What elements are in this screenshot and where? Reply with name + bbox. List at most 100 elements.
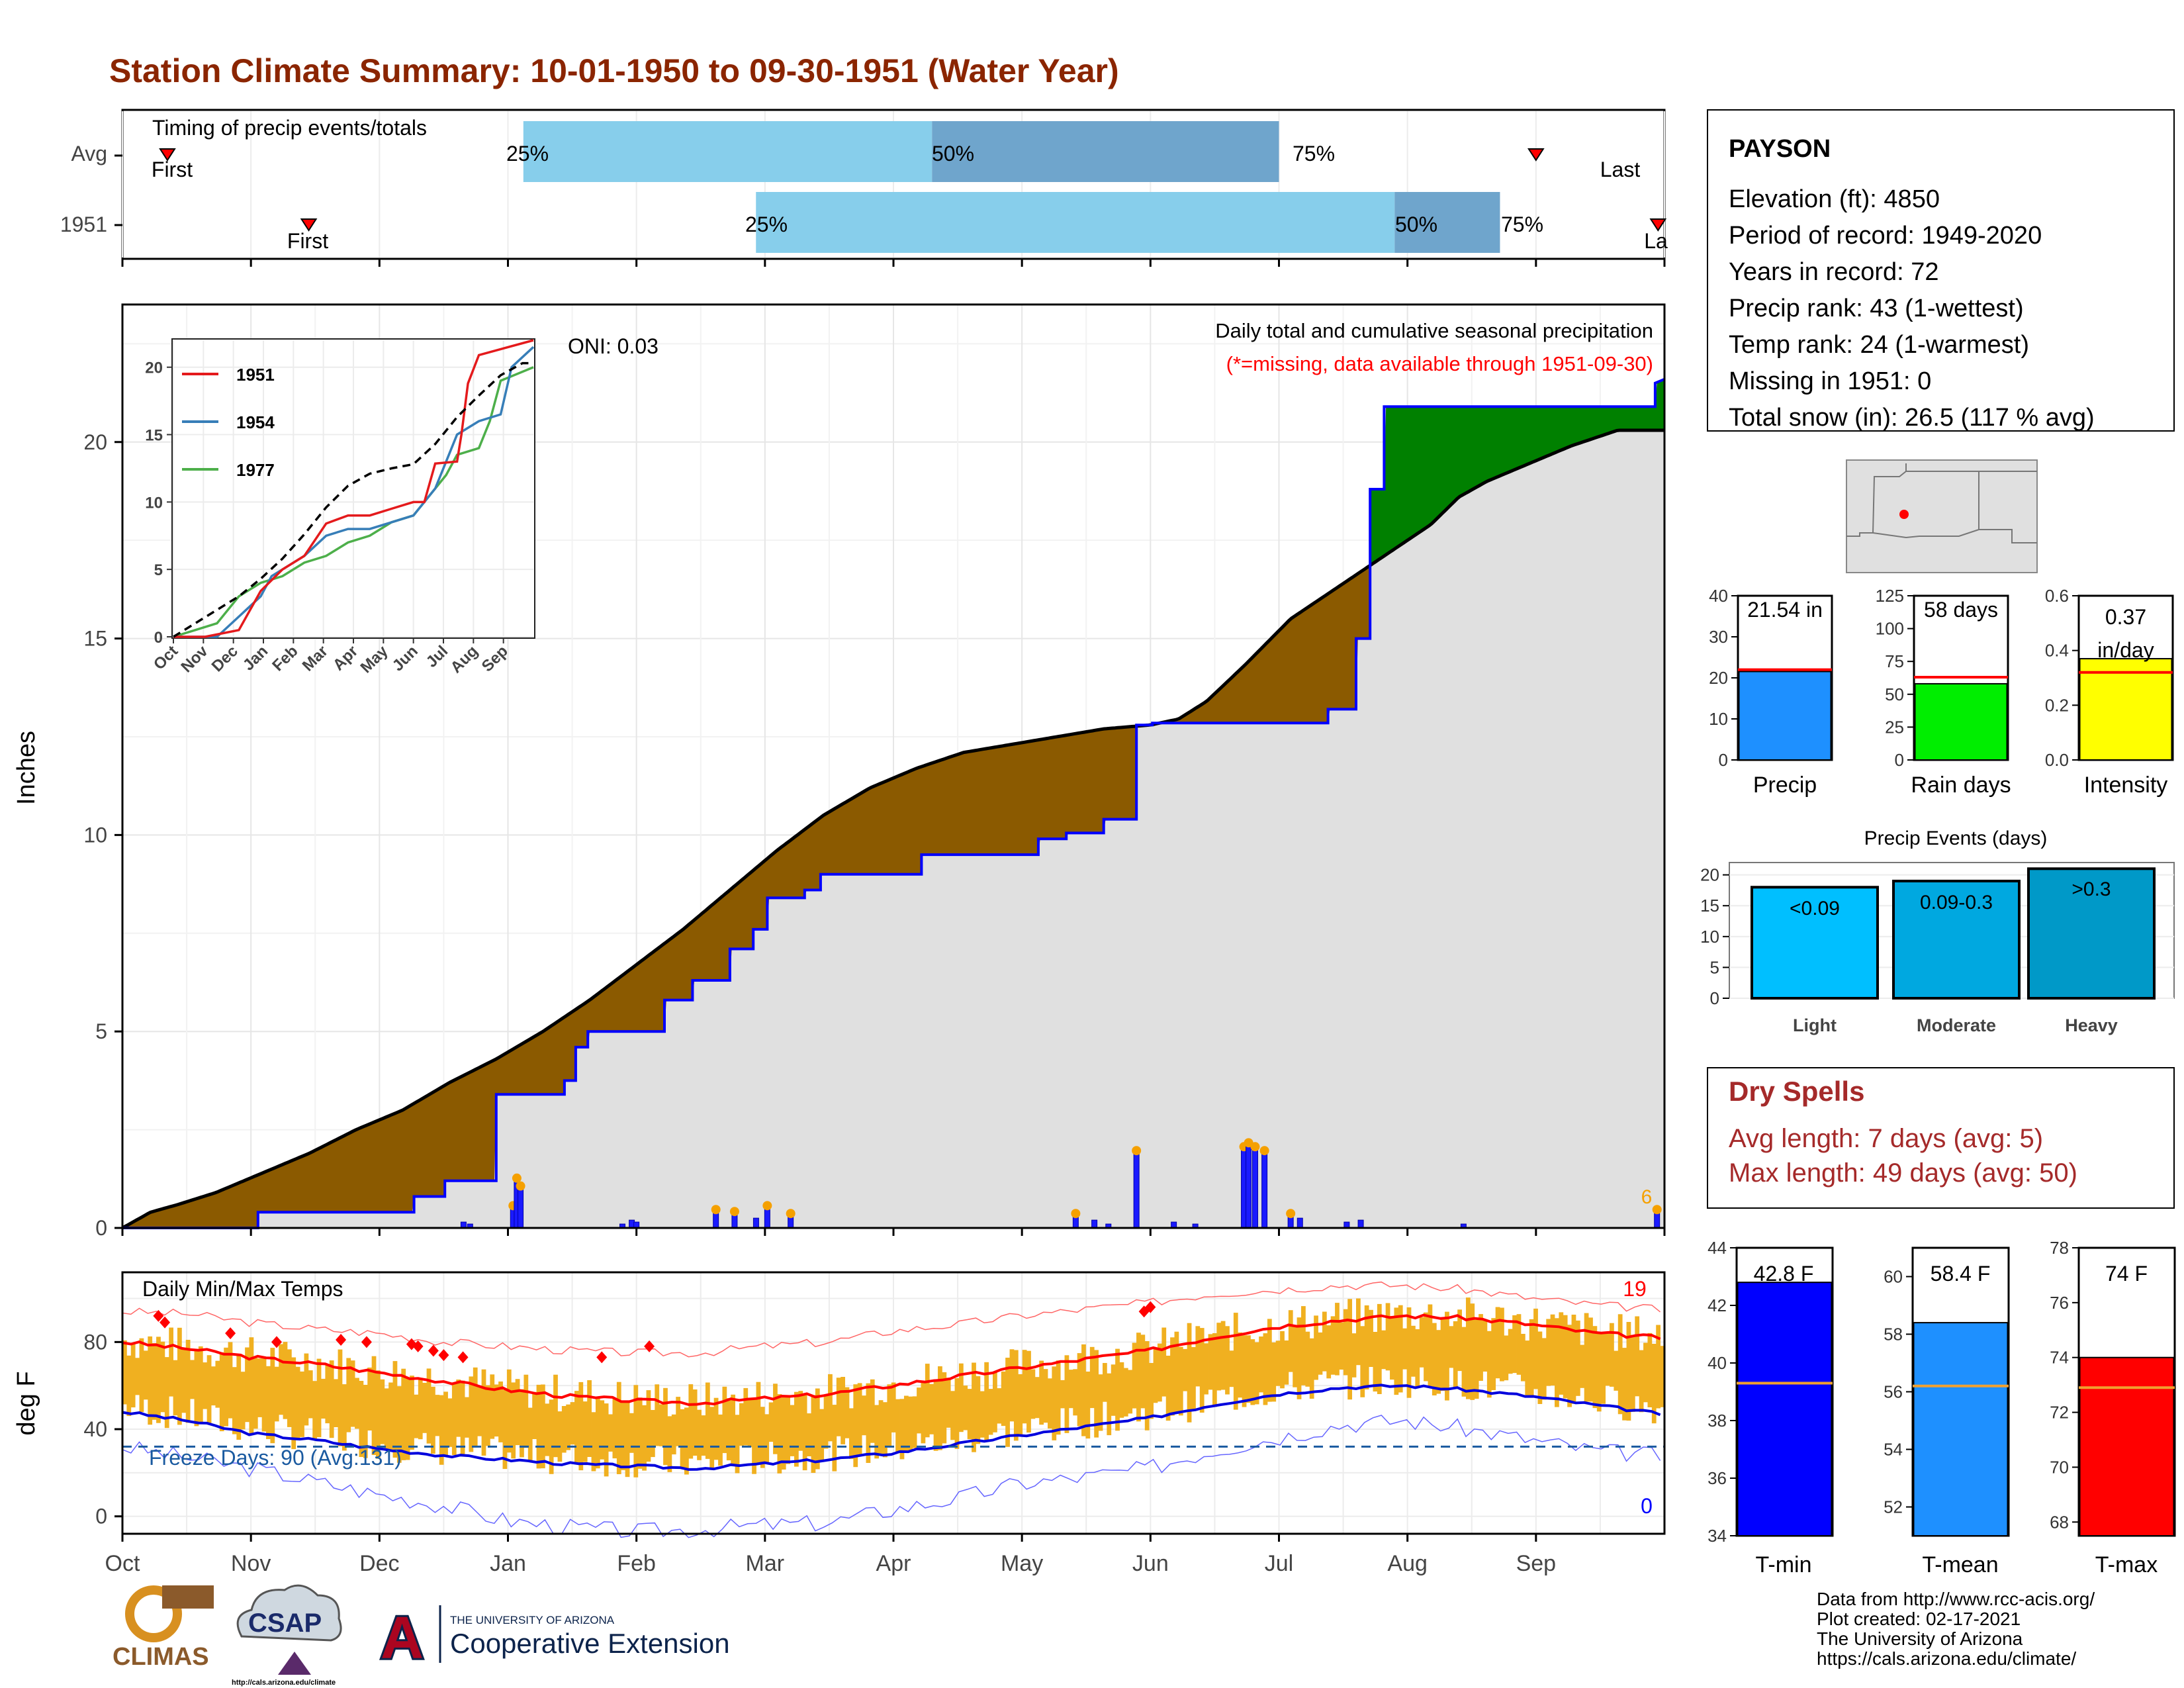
events-cat-heavy: Heavy [2065, 1015, 2118, 1035]
mini-intensity-y-tick-label: 0.6 [2045, 586, 2069, 606]
temp-daily-bar [1140, 1335, 1146, 1409]
temp-daily-bar [388, 1382, 393, 1452]
temp-daily-bar [701, 1415, 706, 1456]
timing-1951-p25: 25% [745, 212, 788, 236]
temp-daily-bar [1115, 1348, 1120, 1431]
temp-daily-bar [616, 1382, 621, 1474]
average-cumulative-line [121, 428, 1664, 1230]
temp-daily-bar [1102, 1363, 1107, 1402]
temp-daily-bar [1559, 1312, 1564, 1395]
temp-y-axis: 0 40 80 [83, 1330, 122, 1528]
mini-raindays-y-tick-label: 125 [1876, 586, 1904, 606]
temp-daily-bar [1596, 1333, 1602, 1412]
precip-y-tick-label: 0 [95, 1216, 107, 1240]
temp-daily-bar [1098, 1374, 1103, 1431]
temp-daily-bar [604, 1403, 609, 1477]
temp-daily-bar [139, 1338, 144, 1412]
temp-x-tick-label: Aug [1387, 1551, 1428, 1576]
temp-daily-bar [917, 1387, 921, 1434]
temp-daily-bar [439, 1395, 444, 1465]
temp-daily-bar [291, 1357, 296, 1450]
mini-raindays-y-tick-label: 0 [1895, 750, 1904, 770]
daily-precip-bar [1357, 1219, 1364, 1229]
record-min-line [122, 1415, 1661, 1538]
daily-precip-bar [1297, 1217, 1303, 1229]
station-location-dot [1899, 510, 1909, 519]
temp-daily-bar [1183, 1348, 1188, 1391]
precip-panel: 0 5 10 15 20 Inches Daily total and cumulati… [13, 303, 1666, 1240]
temp-daily-bar [807, 1413, 811, 1456]
temp-daily-bar [802, 1394, 807, 1471]
temp-daily-bar [760, 1407, 765, 1468]
daily-precip-bar [1261, 1152, 1268, 1229]
temp-daily-bar [1233, 1313, 1238, 1410]
temp-daily-bar [1191, 1347, 1196, 1411]
page-title: Station Climate Summary: 10-01-1950 to 0… [109, 52, 1119, 89]
temp-daily-bar [1385, 1303, 1390, 1371]
temp-daily-bar [1330, 1316, 1336, 1375]
temp-daily-bar [1322, 1311, 1327, 1372]
temp-daily-bar [1440, 1319, 1445, 1391]
temp-daily-bar [1212, 1333, 1217, 1407]
temp-daily-bar [587, 1380, 592, 1457]
temp-daily-bar [1639, 1350, 1644, 1413]
snow-marker [1652, 1205, 1662, 1215]
temp-daily-bar [240, 1372, 246, 1430]
temp-daily-bar [853, 1384, 858, 1468]
temp-daily-bar [447, 1398, 453, 1447]
temp-daily-bar [1377, 1303, 1382, 1394]
temp-daily-bar [1022, 1350, 1027, 1424]
timing-bar-early [523, 121, 933, 182]
temp-daily-bar [160, 1341, 165, 1413]
temp-daily-bar [781, 1397, 786, 1470]
temp-daily-bar [164, 1357, 169, 1429]
temp-daily-bar [549, 1399, 554, 1474]
temp-daily-bar [1651, 1344, 1657, 1424]
temp-x-tick-label: Sep [1516, 1551, 1557, 1576]
credit-url: https://cals.arizona.edu/climate/ [1817, 1648, 2076, 1669]
temp-daily-bar [1626, 1322, 1631, 1421]
precip-y-tick-label: 15 [83, 627, 107, 651]
temp-daily-bar [663, 1387, 668, 1466]
temp-daily-bar [1457, 1309, 1462, 1372]
temp-daily-bar [245, 1347, 250, 1423]
temp-daily-bar [798, 1391, 803, 1451]
temp-daily-bar [520, 1389, 524, 1458]
temp-daily-bar [1512, 1315, 1517, 1374]
mini-raindays-y-tick-label: 75 [1885, 651, 1904, 671]
temp-daily-bar [1132, 1342, 1137, 1409]
temp-daily-bar [756, 1382, 761, 1465]
daily-precip-bar [752, 1217, 759, 1229]
temp-daily-bar [1398, 1305, 1403, 1393]
temp-daily-bar [308, 1370, 313, 1419]
temp-daily-bar [946, 1378, 951, 1428]
temp-daily-bar [469, 1376, 474, 1452]
temp-daily-bar [1424, 1312, 1428, 1382]
station-years: Years in record: 72 [1729, 258, 1939, 286]
temp-daily-bar [667, 1416, 672, 1472]
record-high-marker [644, 1340, 655, 1352]
cold-days-count: 0 [1641, 1494, 1653, 1518]
deficit-area [122, 430, 1664, 1228]
temp-daily-bar [713, 1397, 719, 1460]
tmax-y-tick-label: 68 [2050, 1512, 2069, 1532]
snow-marker [1286, 1209, 1296, 1219]
timing-last-1951: La [1644, 229, 1668, 253]
temp-daily-bar [1064, 1355, 1069, 1433]
record-high-marker [412, 1340, 424, 1352]
temp-daily-bar [1449, 1326, 1454, 1368]
mini-precip-y-tick-label: 10 [1709, 709, 1728, 729]
temp-daily-bar [392, 1361, 398, 1458]
snow-marker [729, 1207, 739, 1217]
temp-daily-bar [1351, 1333, 1357, 1378]
precip-y-tick-label: 10 [83, 823, 107, 847]
temp-daily-bar [629, 1413, 634, 1453]
station-elevation: Elevation (ft): 4850 [1729, 185, 1940, 213]
precip-y-tick-label: 20 [83, 430, 107, 454]
temp-daily-bar [1470, 1303, 1475, 1400]
temp-daily-bar [1318, 1332, 1323, 1375]
temp-x-tick-label: Jul [1265, 1551, 1293, 1576]
temp-daily-bar [1635, 1316, 1640, 1397]
inset-lines [173, 339, 535, 638]
legend-1977: 1977 [236, 460, 275, 480]
